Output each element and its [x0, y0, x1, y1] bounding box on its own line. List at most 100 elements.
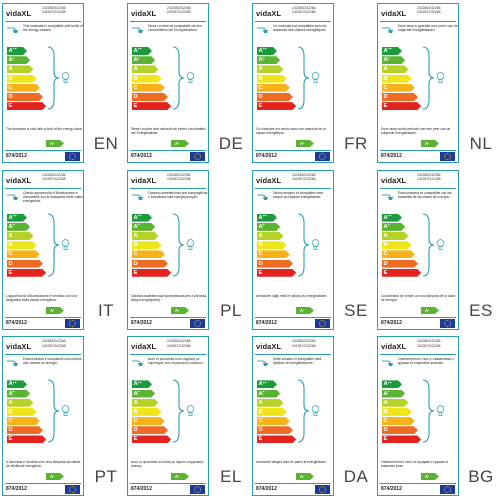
energy-class-bar: D [132, 426, 168, 434]
ceiling-lamp-icon [257, 360, 268, 367]
included-class-letter: A+ [175, 307, 180, 313]
energy-class-bar: C [7, 417, 40, 425]
compatibility-text: Esta luminaria es compatible con las bom… [398, 190, 452, 199]
eu-flag-icon [190, 318, 205, 328]
energy-class-bar: A++ [382, 380, 402, 388]
header-divider [5, 187, 81, 189]
energy-class-bar: B [132, 241, 162, 249]
footer-divider [380, 316, 456, 318]
brand-name: vidaXL [6, 9, 32, 18]
sold-with-text: Ce luminaire est vendu avec une ampoule … [256, 127, 326, 136]
brand-name: vidaXL [381, 342, 407, 352]
energy-class-bar: A++ [7, 214, 27, 222]
energy-class-bar: C [257, 417, 290, 425]
brand-name: vidaXL [256, 9, 282, 18]
energy-class-bar: A++ [257, 214, 277, 222]
eu-flag-icon [440, 318, 455, 328]
energy-class-bar: E [257, 102, 296, 110]
included-class-letter: A+ [300, 141, 305, 146]
ceiling-lamp-icon [132, 27, 143, 33]
language-code: BG [468, 467, 494, 487]
compatibility-text: Questo apparecchio d'illuminazione è com… [23, 190, 83, 203]
energy-class-bar: A [132, 65, 158, 73]
language-code: EL [220, 467, 242, 487]
included-class-letter: A+ [300, 474, 305, 480]
sold-with-text: Oprawa oświetleniowa sprzedawana jest z … [131, 293, 207, 302]
energy-class-bar: C [132, 417, 165, 425]
model-line: 242265/242266 [417, 339, 441, 344]
energy-class-bar: C [132, 250, 165, 258]
header-divider [380, 187, 456, 189]
energy-class-bar: A+ [382, 390, 405, 398]
energy-class-bar: B [382, 408, 412, 416]
energy-class-bar: E [257, 269, 296, 277]
header-divider [255, 187, 331, 189]
compatibility-text: Αυτό το φωτιστικό είναι συμβατό με λαμπτ… [148, 357, 204, 366]
model-line: 242267/242268 [42, 10, 66, 15]
energy-class-scale: A++ A+ A B C D E [382, 380, 422, 444]
energy-class-scale: A++ A+ A B C D E [257, 47, 297, 111]
model-numbers: 242265/242266 242267/242268 [167, 173, 191, 182]
model-numbers: 242265/242266 242267/242268 [42, 173, 66, 182]
energy-class-bar: E [132, 435, 171, 443]
footer-divider [255, 483, 331, 485]
sold-with-text: La luminaria se vende con una lámpara de… [381, 293, 456, 302]
model-line: 242267/242268 [42, 176, 66, 181]
footer-divider [255, 316, 331, 318]
energy-label: vidaXL 242265/242266 242267/242268 Αυτό το … [127, 336, 209, 497]
sold-with-text: Armaturen säljs med en lampa av energikl… [256, 293, 328, 298]
eu-flag-icon [65, 485, 80, 495]
included-class-badge [46, 306, 64, 314]
energy-class-bar: A++ [257, 47, 277, 55]
energy-class-bar: E [382, 102, 421, 110]
label-cell-da: vidaXL 242265/242266 242267/242268 Dette ar… [250, 333, 375, 500]
energy-label: vidaXL 242265/242266 242267/242268 Esta lum… [2, 336, 84, 497]
eu-flag-icon [315, 485, 330, 495]
bulb-icon [61, 238, 70, 250]
regulation-number: 874/2012 [256, 486, 277, 493]
energy-class-bar: C [7, 84, 40, 92]
model-numbers: 242265/242266 242267/242268 [292, 339, 316, 348]
energy-class-bar: A [257, 399, 283, 407]
energy-class-bar: E [132, 269, 171, 277]
language-code: PL [220, 300, 242, 320]
energy-class-scale: A++ A+ A B C D E [257, 380, 297, 444]
energy-class-bar: A [7, 232, 33, 240]
compatibility-text: Oprawa oświetleniowa jest kompatybilna z… [148, 190, 208, 199]
energy-class-bar: A [7, 65, 33, 73]
ceiling-lamp-icon [7, 194, 18, 200]
compatibility-text: Dette armatur er kompatibel med lyskilde… [273, 357, 322, 366]
energy-class-scale: A++ A+ A B C D E [7, 214, 47, 278]
energy-class-bar: C [382, 417, 415, 425]
energy-class-bar: A [382, 399, 408, 407]
bulb-icon [61, 405, 70, 417]
regulation-number: 874/2012 [256, 319, 277, 326]
model-line: 242267/242268 [167, 343, 191, 348]
model-line: 242265/242266 [42, 6, 66, 10]
eu-flag-icon [190, 152, 205, 161]
model-line: 242265/242266 [42, 172, 66, 177]
model-line: 242267/242268 [167, 176, 191, 181]
energy-label: vidaXL 242265/242266 242267/242268 Dette ar… [252, 336, 334, 497]
model-numbers: 242265/242266 242267/242268 [417, 6, 441, 15]
energy-class-bar: A [257, 65, 283, 73]
model-line: 242265/242266 [292, 6, 316, 10]
label-cell-it: vidaXL 242265/242266 242267/242268 Questo a… [0, 167, 125, 334]
included-class-letter: A+ [425, 474, 430, 480]
footer-divider [130, 483, 206, 485]
compatibility-text: Deze lamp is geschikt voor peren van de … [398, 24, 458, 33]
regulation-number: 874/2012 [6, 486, 27, 493]
energy-class-bar: C [382, 84, 415, 92]
sold-with-text: Deze lamp wordt verkocht met een peer va… [381, 127, 451, 136]
brand-name: vidaXL [381, 9, 407, 18]
energy-class-bar: D [257, 260, 293, 268]
energy-class-bar: B [132, 75, 162, 83]
energy-label: vidaXL 242265/242266 242267/242268 Ce lumin… [252, 3, 334, 163]
language-code: NL [469, 134, 493, 153]
included-class-badge [171, 473, 189, 481]
sold-with-text: Diese Leuchte wird verkauft mit einem Le… [131, 127, 206, 136]
regulation-number: 874/2012 [131, 153, 152, 159]
label-cell-en: vidaXL 242265/242266 242267/242268 This lum… [0, 0, 125, 167]
included-class-letter: A+ [50, 141, 55, 146]
model-line: 242267/242268 [42, 343, 66, 348]
